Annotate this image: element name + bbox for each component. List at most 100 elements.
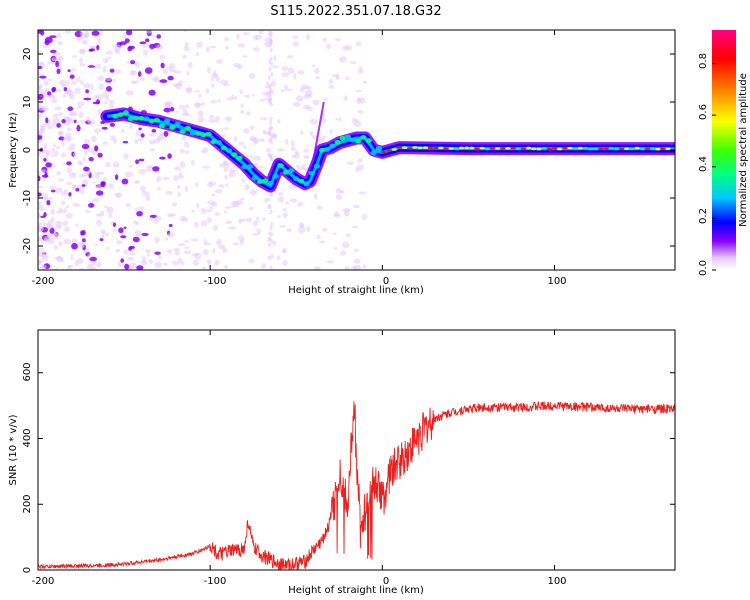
noise-speck [282,208,287,212]
noise-speck [242,55,248,58]
noise-speck [66,161,72,166]
colorbar-tick-label: 0.6 [698,104,709,120]
noise-speck [269,116,273,122]
noise-speck [38,192,42,197]
noise-speck [38,170,41,177]
noise-speck [77,101,85,107]
noise-speck [335,194,343,200]
noise-speck [196,41,203,48]
ridge-blob [231,152,238,158]
noise-speck [68,172,77,179]
noise-speck [270,232,273,237]
noise-speck [149,148,156,152]
noise-speck [89,46,96,49]
snr-ytick-label: 200 [22,494,33,513]
ridge-blob [515,147,521,150]
noise-speck [360,97,366,104]
noise-speck [228,172,236,178]
noise-speck [115,249,121,253]
noise-speck [43,179,46,182]
noise-speck [342,45,349,51]
noise-speck [361,214,367,221]
noise-speck [94,145,99,152]
noise-speck [224,37,229,42]
noise-speck [355,89,362,93]
noise-speck [40,125,46,132]
noise-speck [235,200,243,206]
noise-speck [197,93,202,98]
ridge-blob [148,118,155,124]
noise-speck [249,189,257,196]
noise-speck [297,201,303,207]
noise-speck [102,57,109,64]
ridge-blob [489,147,496,150]
ridge-blob [324,147,331,152]
noise-speck [214,188,223,194]
noise-speck [70,254,74,261]
noise-speck [268,255,271,261]
noise-speck [125,89,134,96]
noise-speck [167,249,173,255]
snr-panel: -200 -100 0 100 0 200 400 600 Height of … [8,329,676,596]
noise-speck [60,200,66,206]
noise-speck [267,75,271,81]
noise-speck [178,172,183,175]
ridge-blob [344,134,352,140]
ridge-blob [531,147,537,151]
noise-speck [314,67,320,74]
noise-speck [60,257,64,263]
noise-speck [52,233,56,236]
noise-speck [41,90,49,97]
noise-speck [148,217,154,222]
noise-speck [96,98,100,105]
ridge-blob [303,181,310,187]
noise-speck [72,202,81,207]
noise-speck [89,48,96,52]
noise-speck [138,206,145,210]
noise-speck [292,102,301,107]
noise-speck [61,119,66,124]
noise-speck [123,226,127,229]
noise-speck [229,167,234,174]
noise-speck [85,210,91,214]
noise-speck [107,100,115,103]
noise-speck [212,248,216,254]
noise-speck [53,113,59,118]
ridge-blob [422,146,428,149]
noise-speck [295,95,304,102]
noise-speck [124,263,130,270]
noise-speck [135,180,141,184]
noise-speck [184,185,189,193]
ridge-blob [520,147,527,151]
noise-speck [200,220,208,227]
noise-speck [285,88,294,92]
noise-speck [256,228,261,235]
noise-speck [323,160,330,164]
noise-speck [261,217,267,221]
noise-speck [109,68,115,73]
noise-speck [192,259,199,266]
noise-speck [42,264,47,270]
noise-speck [156,34,161,39]
noise-speck [57,130,63,137]
ridge-blob [464,146,470,150]
noise-speck [129,70,137,76]
noise-speck [295,150,299,155]
noise-speck [217,99,221,103]
noise-speck [186,70,190,77]
noise-speck [171,260,179,266]
noise-speck [60,152,66,158]
ridge-blob [370,150,377,156]
noise-speck [41,169,46,173]
noise-speck [136,265,144,270]
noise-speck [79,57,83,65]
noise-speck [58,241,63,247]
noise-speck [76,76,81,83]
noise-speck [267,98,271,103]
noise-speck [51,57,58,62]
noise-speck [75,187,80,192]
ridge-spur [312,101,325,160]
noise-speck [56,89,62,92]
noise-speck [338,117,342,122]
noise-speck [148,89,156,96]
